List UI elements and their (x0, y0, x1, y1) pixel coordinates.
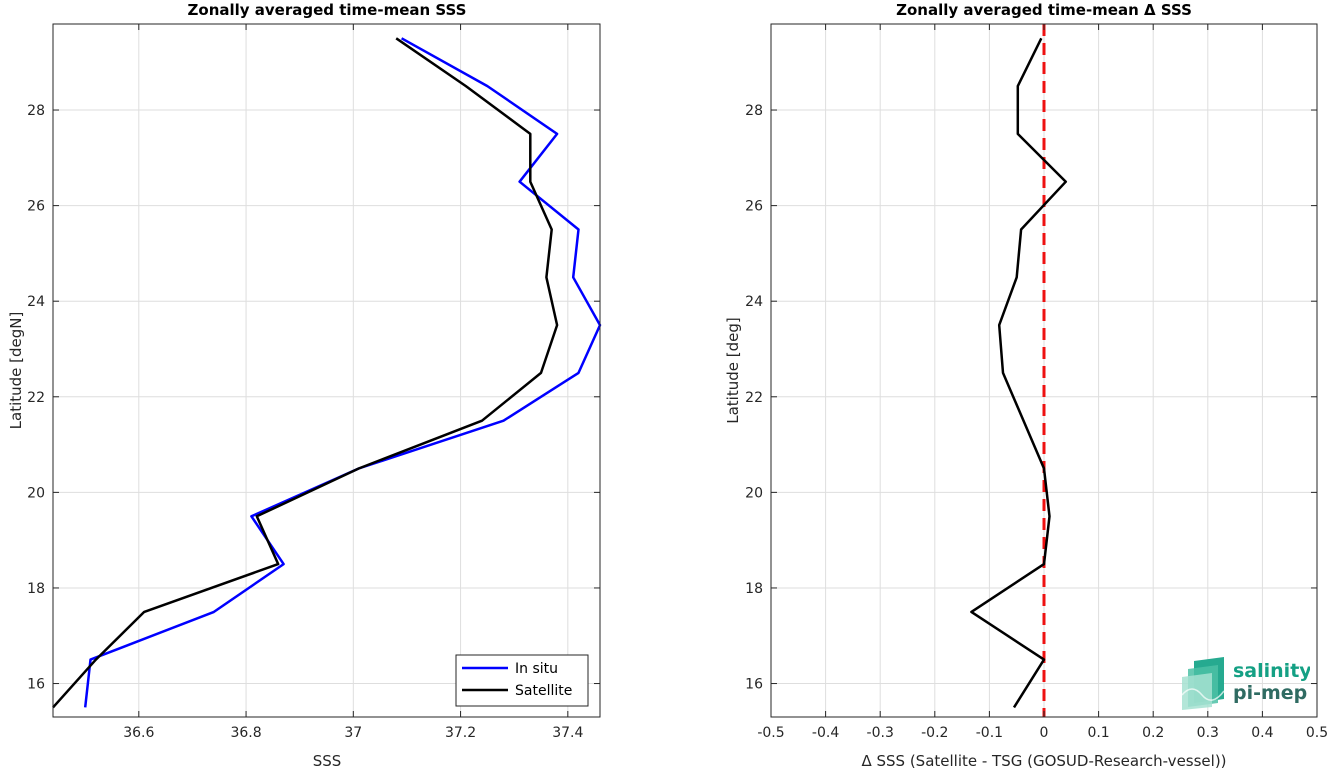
sss-chart-title: Zonally averaged time-mean SSS (188, 1, 467, 19)
legend-box (455, 654, 589, 707)
sss-x-tick-label: 36.6 (123, 725, 154, 741)
delta-sss-x-tick-label: 0.2 (1142, 725, 1164, 741)
sss-y-tick-label: 20 (27, 485, 45, 501)
delta-sss-y-tick-label: 18 (745, 581, 763, 597)
sss-y-tick-label: 16 (27, 677, 45, 693)
series-line-satellite (52, 37, 559, 709)
logo-wave-icon (1181, 657, 1225, 710)
delta-sss-x-tick-label: 0.5 (1306, 725, 1328, 741)
delta-sss-x-tick-label: 0.1 (1087, 725, 1109, 741)
logo-line-1: salinity (1233, 660, 1310, 682)
delta-sss-x-tick-label: -0.1 (976, 725, 1003, 741)
sss-x-tick-label: 36.8 (230, 725, 261, 741)
sss-x-axis-label: SSS (313, 752, 342, 769)
legend-label-satellite: Satellite (515, 683, 572, 699)
sss-grid (53, 24, 600, 717)
delta-sss-x-tick-label: 0 (1040, 725, 1049, 741)
delta-sss-y-tick-label: 16 (745, 677, 763, 693)
sss-series (52, 37, 602, 709)
delta-sss-x-tick-label: -0.2 (921, 725, 948, 741)
delta-sss-x-tick-label: -0.3 (867, 725, 894, 741)
legend-label-in-situ: In situ (515, 661, 558, 677)
series-line-delta-sss (970, 37, 1068, 709)
sss-y-tick-label: 26 (27, 199, 45, 215)
delta-sss-y-tick-label: 24 (745, 294, 763, 310)
delta-sss-chart-title: Zonally averaged time-mean Δ SSS (896, 1, 1192, 19)
delta-sss-x-tick-label: -0.4 (812, 725, 839, 741)
series-line-in-situ (83, 37, 602, 708)
delta-sss-y-tick-label: 20 (745, 485, 763, 501)
delta-sss-series (970, 37, 1068, 709)
sss-y-tick-label: 18 (27, 581, 45, 597)
sss-y-tick-label: 24 (27, 294, 45, 310)
delta-sss-y-tick-label: 22 (745, 390, 763, 406)
sss-y-tick-label: 28 (27, 103, 45, 119)
sss-legend: In situ Satellite (455, 654, 589, 707)
sss-x-tick-label: 37.4 (552, 725, 583, 741)
sss-ticks: 36.6 36.8 37 37.2 37.4 16 18 20 22 24 26 28 (27, 24, 600, 741)
delta-sss-y-axis-label: Latitude [deg] (724, 317, 742, 423)
salinity-pi-mep-logo: salinity pi-mep (1181, 657, 1310, 710)
delta-sss-x-axis-label: Δ SSS (Satellite - TSG (GOSUD-Research-v… (861, 752, 1226, 769)
delta-sss-x-tick-label: -0.5 (757, 725, 784, 741)
sss-y-axis-label: Latitude [degN] (7, 312, 25, 430)
delta-sss-panel: -0.5 -0.4 -0.3 -0.2 -0.1 0 0.1 0.2 0.3 0.4 0.5 16 18… (724, 1, 1328, 769)
sss-x-tick-label: 37 (344, 725, 362, 741)
logo-line-2: pi-mep (1233, 682, 1307, 704)
sss-plot-area (53, 24, 600, 717)
delta-sss-x-tick-label: 0.3 (1197, 725, 1219, 741)
sss-panel: 36.6 36.8 37 37.2 37.4 16 18 20 22 24 26 28 Zonally… (7, 1, 602, 769)
sss-x-tick-label: 37.2 (445, 725, 476, 741)
delta-sss-ticks: -0.5 -0.4 -0.3 -0.2 -0.1 0 0.1 0.2 0.3 0.4 0.5 16 18… (745, 24, 1328, 741)
delta-sss-y-tick-label: 28 (745, 103, 763, 119)
sss-y-tick-label: 22 (27, 390, 45, 406)
sss-axes-frame (52, 23, 601, 718)
delta-sss-x-tick-label: 0.4 (1251, 725, 1273, 741)
delta-sss-y-tick-label: 26 (745, 199, 763, 215)
